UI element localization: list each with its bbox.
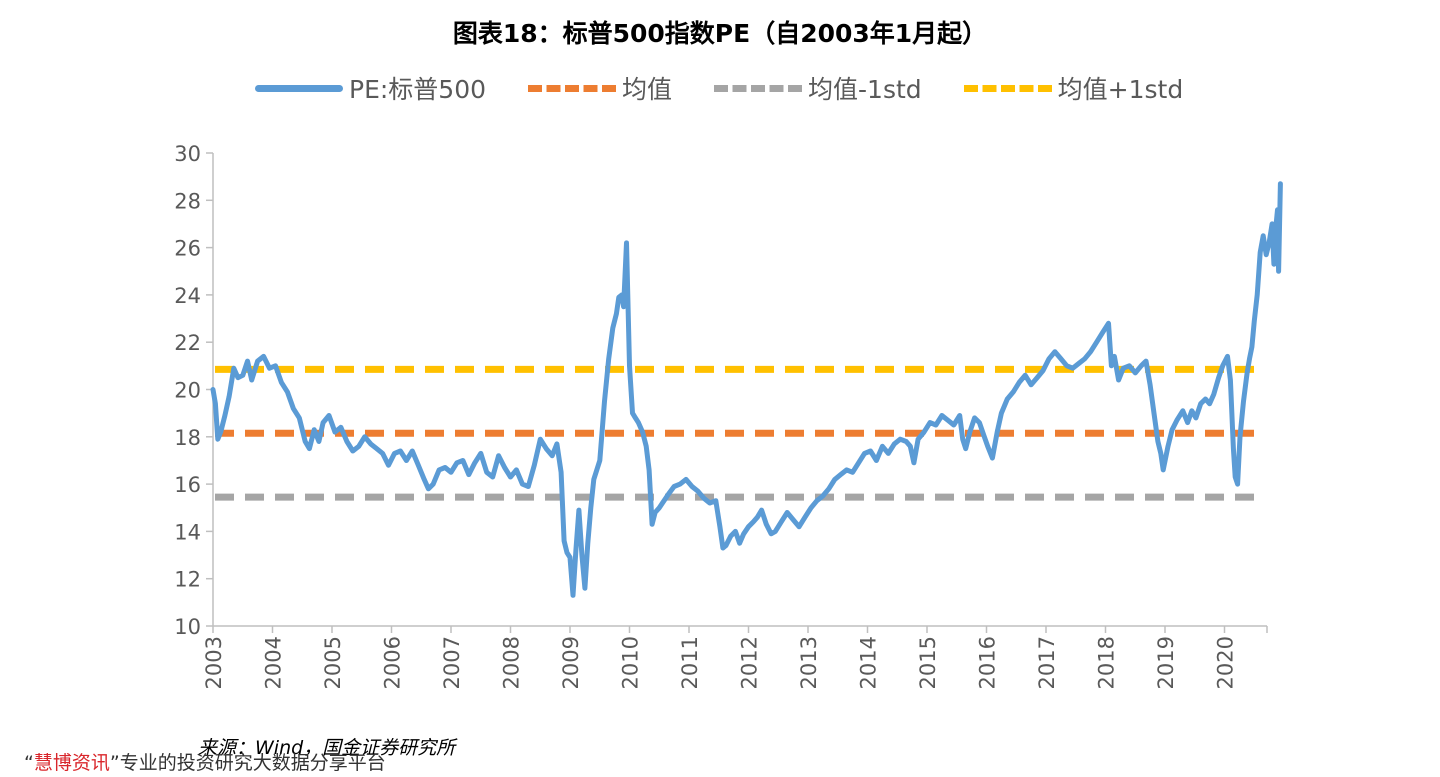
series-layer (210, 181, 1283, 598)
legend-item-mean-plus-std: 均值+1std (963, 70, 1184, 106)
x-tick-label: 2011 (678, 636, 702, 689)
legend-label-mean-minus-std: 均值-1std (808, 75, 922, 104)
source-note: 来源：Wind，国金证券研究所 (198, 737, 456, 759)
y-tick-label: 18 (174, 426, 201, 450)
x-tick-label: 2016 (976, 636, 1000, 689)
y-tick-label: 20 (174, 379, 201, 403)
y-tick-label: 16 (174, 473, 201, 497)
y-tick-label: 12 (174, 568, 201, 592)
x-tick-label: 2007 (440, 636, 464, 689)
x-tick-label: 2013 (797, 636, 821, 689)
legend: PE:标普500 均值 均值-1std 均值+1std (255, 72, 1225, 104)
watermark-tagline: 专业的投资研究大数据分享平台 (119, 752, 386, 774)
y-tick-label: 28 (174, 189, 201, 213)
x-tick-label: 2009 (559, 636, 583, 689)
legend-item-pe: PE:标普500 (255, 70, 486, 106)
pe-series-line (210, 181, 1283, 598)
x-tick-label: 2005 (321, 636, 345, 689)
reference-lines (215, 365, 1259, 501)
legend-label-mean: 均值 (622, 75, 673, 104)
chart-title: 图表18：标普500指数PE（自2003年1月起） (452, 19, 988, 48)
x-tick-label: 2018 (1095, 636, 1119, 689)
x-tick-label: 2014 (857, 636, 881, 689)
x-tick-label: 2019 (1154, 636, 1178, 689)
watermark-quote-close: ” (109, 752, 120, 774)
x-tick-label: 2020 (1214, 636, 1238, 689)
y-tick-label: 10 (174, 615, 201, 639)
watermark-quote-open: “ (24, 752, 34, 774)
axes: 10 12 14 16 18 20 22 24 26 28 30 2003 2004 2005 2006 20… (174, 142, 1268, 689)
legend-swatch-pe (255, 84, 343, 92)
watermark: “慧博资讯”专业的投资研究大数据分享平台 (24, 748, 386, 775)
y-tick-label: 24 (174, 284, 201, 308)
legend-label-pe: PE:标普500 (349, 75, 487, 104)
legend-label-mean-plus-std: 均值+1std (1057, 75, 1184, 104)
legend-swatch-mean-minus-std (714, 84, 803, 92)
x-tick-label: 2003 (202, 636, 226, 689)
y-tick-label: 22 (174, 331, 201, 355)
x-tick-label: 2010 (619, 636, 643, 689)
x-tick-label: 2017 (1035, 636, 1059, 689)
x-tick-label: 2008 (500, 636, 524, 689)
x-tick-label: 2012 (738, 636, 762, 689)
legend-swatch-mean (528, 84, 617, 92)
watermark-brand: 慧博资讯 (33, 752, 110, 774)
legend-item-mean-minus-std: 均值-1std (714, 70, 922, 106)
y-tick-label: 26 (174, 237, 201, 261)
legend-swatch-mean-plus-std (963, 84, 1052, 92)
y-tick-label: 30 (174, 142, 201, 166)
x-tick-label: 2015 (916, 636, 940, 689)
x-tick-label: 2004 (262, 636, 286, 689)
legend-item-mean: 均值 (528, 70, 672, 106)
y-tick-label: 14 (174, 520, 201, 544)
x-tick-label: 2006 (381, 636, 405, 689)
